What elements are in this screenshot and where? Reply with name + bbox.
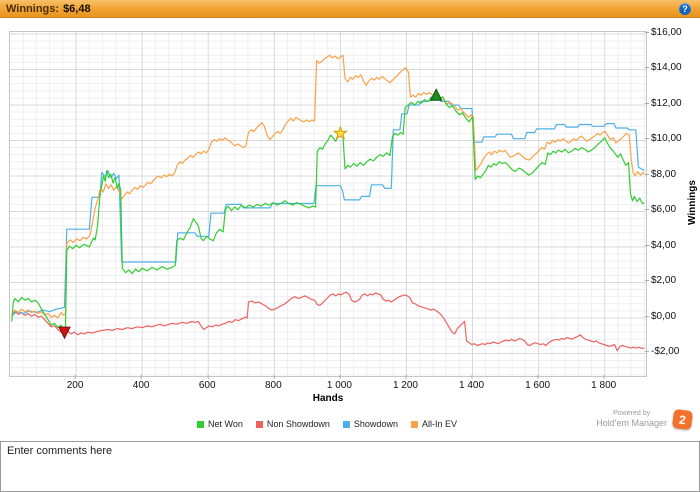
powered-by-text: Powered by	[613, 410, 651, 418]
legend-label: Showdown	[353, 419, 398, 429]
triangle-down-marker	[58, 326, 71, 340]
title-bar: Winnings: $6,48	[0, 0, 700, 18]
legend-swatch-icon	[197, 420, 205, 428]
legend: Net Won Non Showdown Showdown All-In EV	[9, 419, 645, 429]
x-tick-label: 1 400	[459, 375, 485, 391]
x-tick-label: 800	[264, 375, 282, 391]
legend-swatch-icon	[410, 420, 418, 428]
x-tick-label: 600	[198, 375, 216, 391]
y-tick-label: $2,00	[645, 275, 697, 286]
x-tick-label: 1 000	[326, 375, 352, 391]
hm2-badge: 2	[671, 408, 694, 431]
legend-item-non-showdown: Non Showdown	[255, 419, 330, 429]
y-tick-label: $14,00	[645, 62, 697, 73]
chart-canvas	[10, 32, 646, 376]
series-line-showdown	[11, 96, 645, 317]
winnings-value: $6,48	[63, 2, 91, 15]
series-line-all-in-ev	[11, 54, 645, 319]
x-tick-label: 1 600	[525, 375, 551, 391]
help-icon[interactable]: ?	[679, 3, 691, 15]
x-axis-title: Hands	[312, 393, 344, 404]
y-axis-title: Winnings	[687, 180, 698, 226]
series-line-non-showdown	[11, 291, 645, 352]
legend-swatch-icon	[255, 420, 263, 428]
legend-label: All-In EV	[421, 419, 457, 429]
y-tick-label: -$2,00	[645, 346, 697, 357]
triangle-up-marker	[429, 88, 443, 101]
y-tick-label: $6,00	[645, 204, 697, 215]
legend-label: Net Won	[208, 419, 243, 429]
y-tick-label: $0,00	[645, 311, 697, 322]
legend-item-net-won: Net Won	[197, 419, 243, 429]
legend-item-all-in-ev: All-In EV	[410, 419, 457, 429]
star-marker	[332, 125, 349, 140]
comments-input[interactable]	[0, 441, 700, 492]
y-tick-label: $10,00	[645, 133, 697, 144]
series-line-net-won	[11, 94, 645, 332]
legend-swatch-icon	[342, 420, 350, 428]
y-tick-label: $8,00	[645, 169, 697, 180]
legend-item-showdown: Showdown	[342, 419, 398, 429]
y-tick-label: $12,00	[645, 98, 697, 109]
x-tick-label: 1 800	[591, 375, 617, 391]
winnings-label: Winnings:	[6, 2, 60, 15]
x-tick-label: 200	[66, 375, 84, 391]
powered-by-logo: Powered by Hold'em Manager 2	[596, 408, 694, 431]
legend-label: Non Showdown	[266, 419, 330, 429]
plot-area	[9, 31, 647, 377]
y-tick-label: $4,00	[645, 240, 697, 251]
x-tick-label: 400	[132, 375, 150, 391]
y-tick-label: $16,00	[645, 27, 697, 38]
brand-name: Hold'em Manager	[596, 418, 667, 429]
x-tick-label: 1 200	[392, 375, 418, 391]
